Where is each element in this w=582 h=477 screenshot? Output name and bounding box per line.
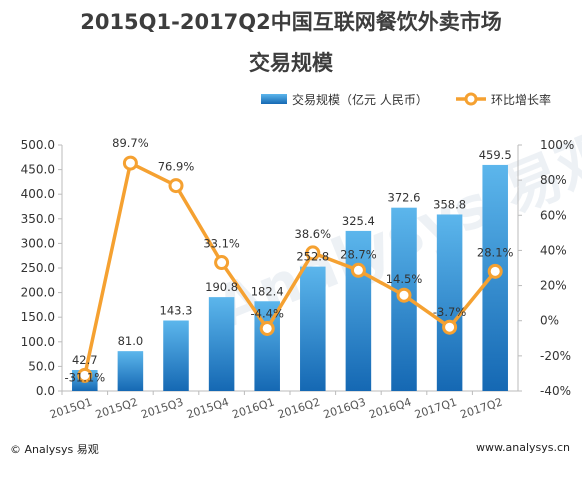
right-tick-label: 80% xyxy=(540,173,567,187)
growth-point xyxy=(487,263,503,279)
growth-value-label: -31.1% xyxy=(64,370,105,384)
legend-line-label: 环比增长率 xyxy=(491,92,551,107)
growth-point xyxy=(259,320,275,336)
x-tick-label: 2016Q4 xyxy=(367,395,413,421)
growth-value-label: 38.6% xyxy=(295,227,332,241)
growth-point xyxy=(442,319,458,335)
right-tick-label: -20% xyxy=(540,349,571,363)
left-tick-label: 200.0 xyxy=(21,286,55,300)
left-tick-label: 250.0 xyxy=(21,261,55,275)
bar xyxy=(163,320,189,391)
growth-value-label: 28.1% xyxy=(477,245,514,259)
left-tick-label: 300.0 xyxy=(21,236,55,250)
bar-value-label: 358.8 xyxy=(433,197,466,211)
x-tick-label: 2017Q1 xyxy=(413,395,459,421)
growth-point xyxy=(350,262,366,278)
x-tick-label: 2016Q2 xyxy=(276,395,322,421)
right-tick-label: 40% xyxy=(540,243,567,257)
x-tick-label: 2015Q3 xyxy=(139,395,185,421)
bar-value-label: 182.4 xyxy=(251,284,284,298)
growth-value-label: 33.1% xyxy=(203,237,240,251)
source-right: www.analysys.cn xyxy=(476,441,570,454)
growth-value-label: 76.9% xyxy=(158,160,195,174)
growth-value-label: 28.7% xyxy=(340,247,377,261)
growth-value-label: -4.4% xyxy=(251,306,284,320)
x-tick-label: 2015Q4 xyxy=(185,395,231,421)
right-tick-label: -40% xyxy=(540,384,571,398)
bar xyxy=(300,266,326,391)
right-tick-label: 20% xyxy=(540,279,567,293)
right-tick-label: 0% xyxy=(540,314,559,328)
legend-bar-label: 交易规模（亿元 人民币） xyxy=(292,92,428,107)
bar xyxy=(208,297,235,391)
left-tick-label: 400.0 xyxy=(21,187,55,201)
x-tick-label: 2016Q3 xyxy=(322,395,368,421)
growth-point xyxy=(122,155,138,171)
bar-value-label: 42.7 xyxy=(72,353,98,367)
growth-value-label: 14.5% xyxy=(386,272,423,286)
legend-bar-swatch xyxy=(261,94,287,104)
bar xyxy=(117,351,144,391)
left-tick-label: 450.0 xyxy=(21,163,55,177)
x-tick-label: 2016Q1 xyxy=(231,395,277,421)
growth-point xyxy=(396,287,412,303)
bar-value-label: 190.8 xyxy=(205,280,238,294)
left-tick-label: 150.0 xyxy=(21,310,55,324)
right-tick-label: 100% xyxy=(540,138,574,152)
right-tick-label: 60% xyxy=(540,208,567,222)
bar-value-label: 372.6 xyxy=(388,191,421,205)
growth-point xyxy=(168,178,184,194)
bar-value-label: 325.4 xyxy=(342,214,375,228)
legend-line-marker xyxy=(464,92,478,106)
chart-subtitle: 交易规模 xyxy=(249,51,333,75)
bar xyxy=(436,214,463,391)
bar-value-label: 81.0 xyxy=(118,334,144,348)
source-left: © Analysys 易观 xyxy=(10,443,99,456)
bar xyxy=(345,230,372,391)
bar-value-label: 143.3 xyxy=(160,303,193,317)
left-tick-label: 500.0 xyxy=(21,138,55,152)
left-tick-label: 100.0 xyxy=(21,335,55,349)
growth-point xyxy=(305,245,321,261)
growth-point xyxy=(77,367,93,383)
growth-value-label: -3.7% xyxy=(433,305,466,319)
growth-value-label: 89.7% xyxy=(112,136,149,150)
x-tick-label: 2015Q2 xyxy=(94,395,140,421)
left-tick-label: 350.0 xyxy=(21,212,55,226)
left-tick-label: 50.0 xyxy=(28,359,55,373)
x-tick-label: 2015Q1 xyxy=(48,395,94,421)
growth-line xyxy=(83,161,497,376)
bar-value-label: 459.5 xyxy=(479,148,512,162)
left-tick-label: 0.0 xyxy=(36,384,55,398)
growth-point xyxy=(214,255,230,271)
chart-title: 2015Q1-2017Q2中国互联网餐饮外卖市场 xyxy=(80,10,502,34)
x-tick-label: 2017Q2 xyxy=(459,395,505,421)
bar-value-label: 252.8 xyxy=(296,250,329,264)
